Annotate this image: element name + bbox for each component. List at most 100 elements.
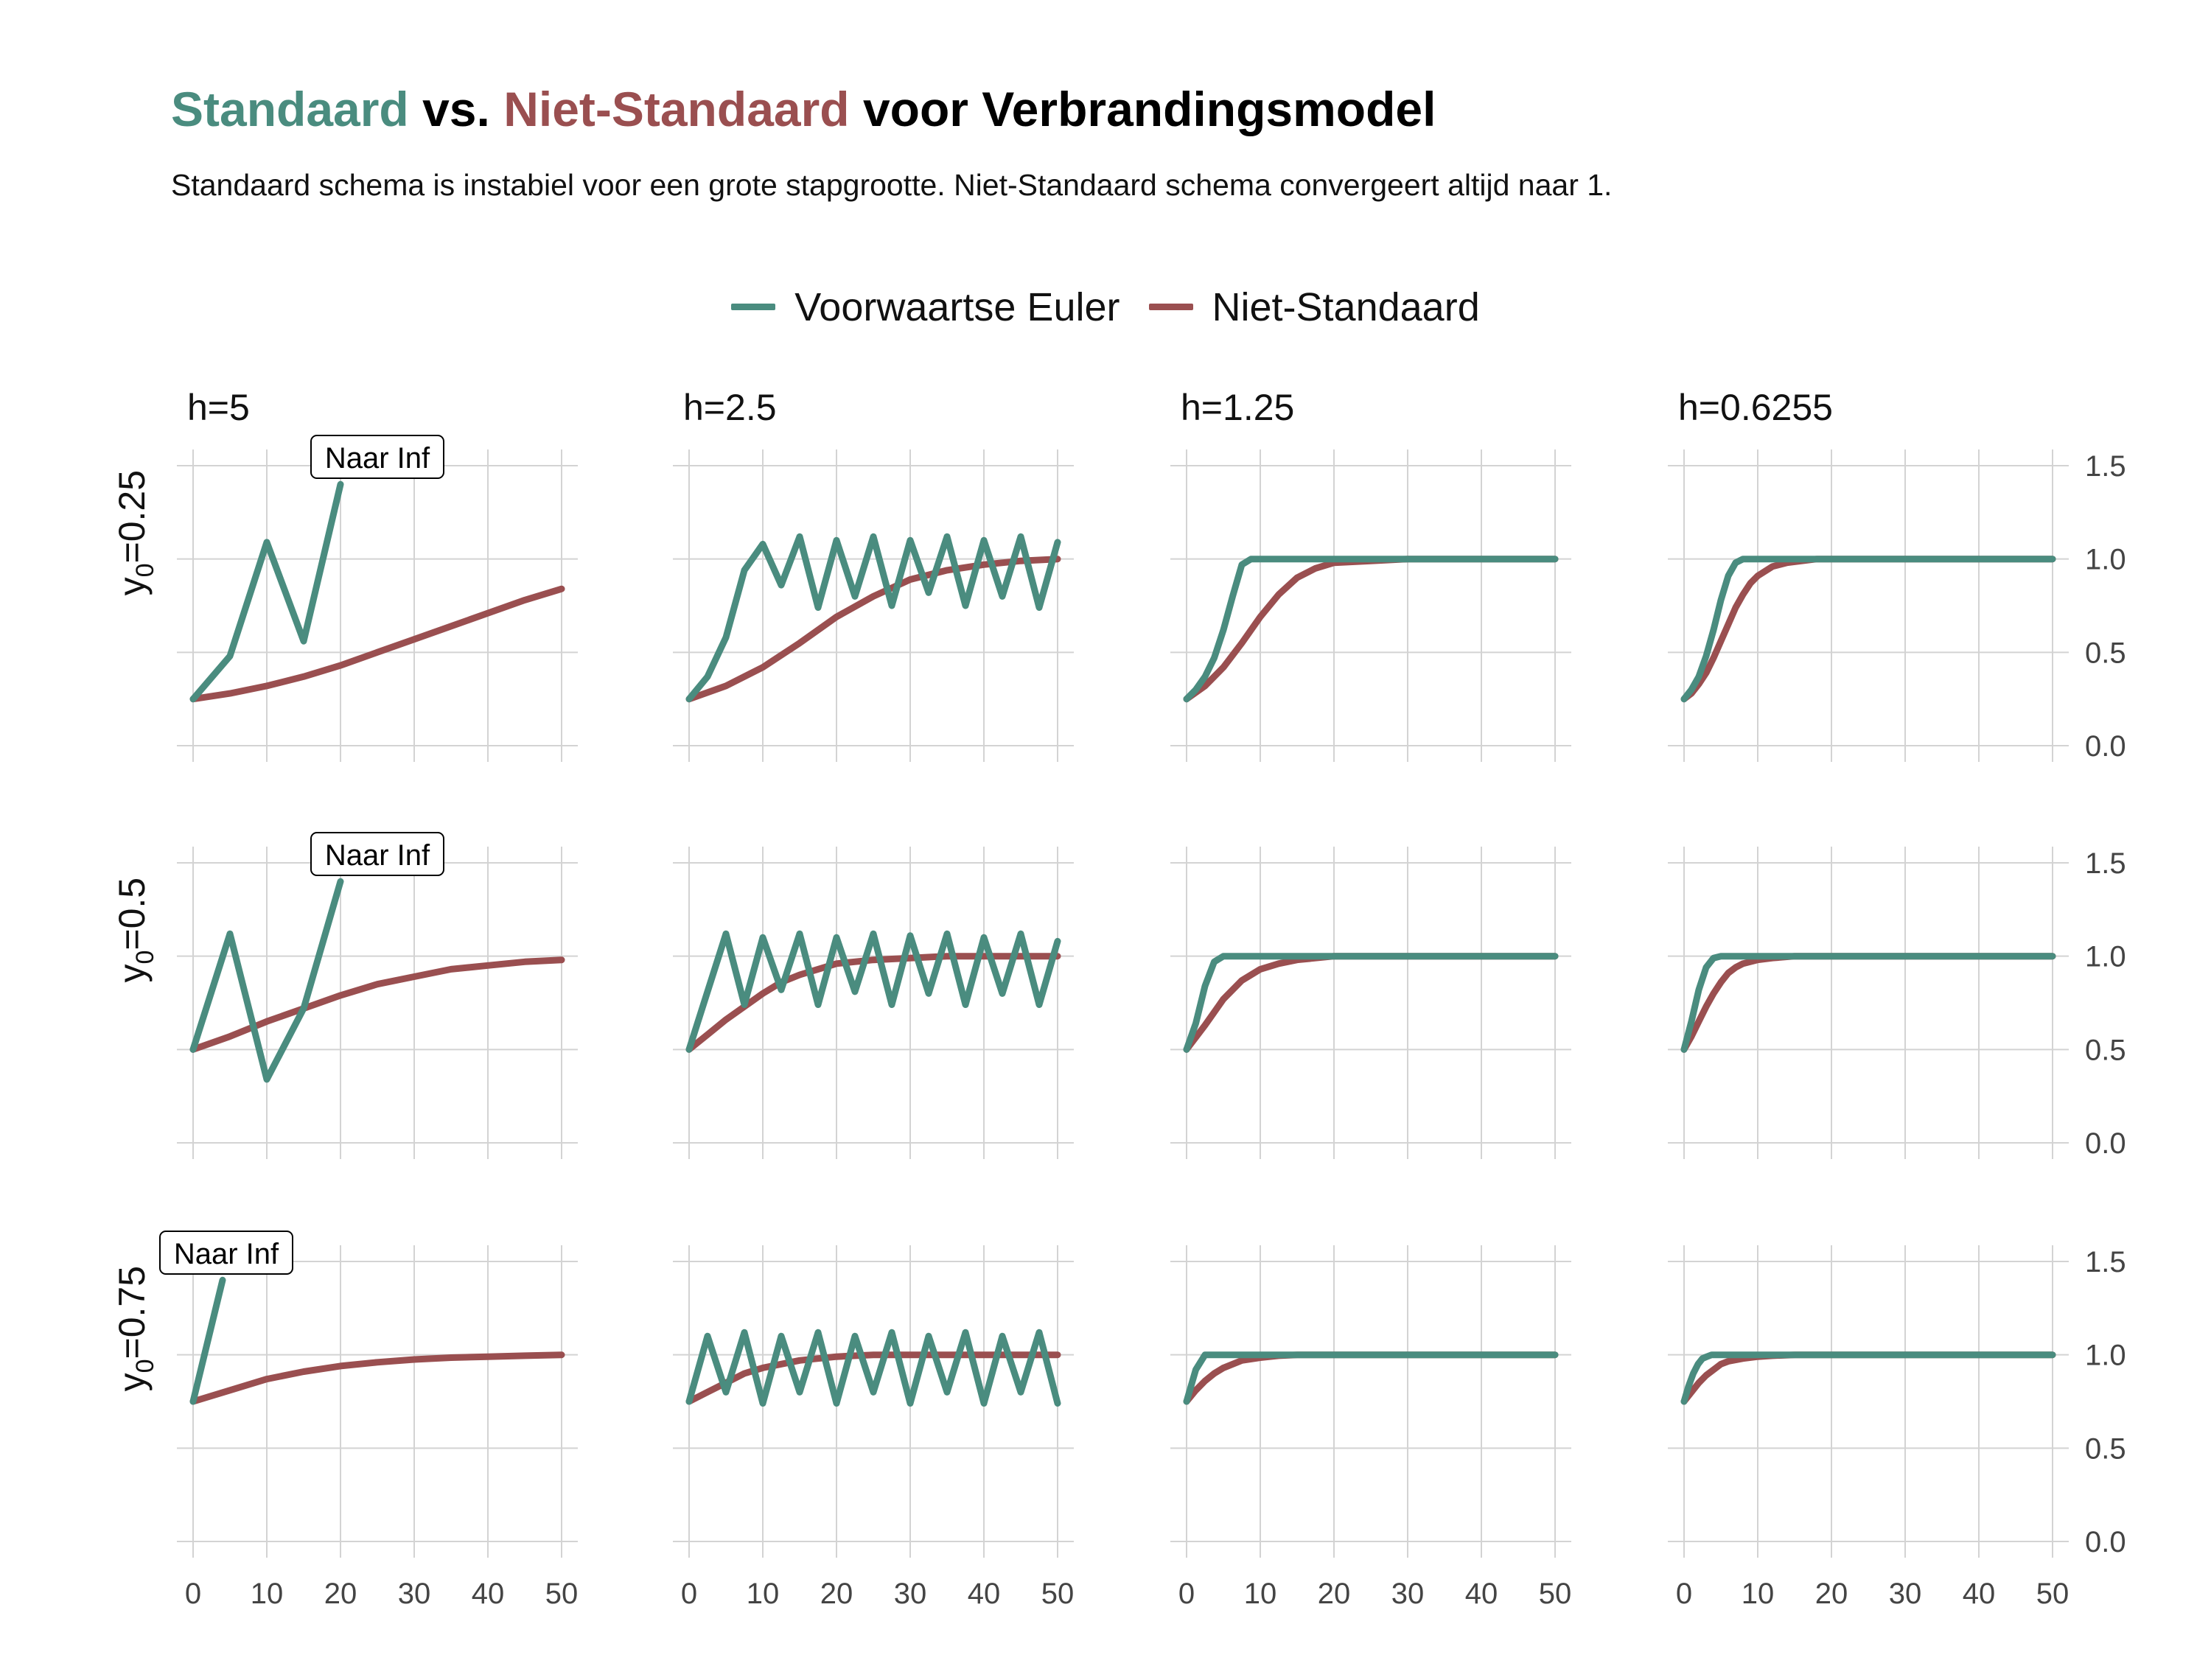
title-standaard: Standaard: [171, 82, 409, 136]
annotation-label: Naar Inf: [174, 1238, 279, 1270]
y-tick-label: 1.0: [2085, 1340, 2126, 1372]
legend-swatch-euler: [731, 304, 776, 310]
series-line-voorwaartse-euler: [685, 533, 1061, 703]
series-line-niet-standaard: [685, 953, 1061, 1053]
legend-label-niet-standaard: Niet-Standaard: [1212, 284, 1480, 329]
panel-2-2: 0 10 20 30 40 50: [1170, 1245, 1571, 1610]
x-tick-label: 50: [1539, 1578, 1572, 1610]
annotation-box: [310, 832, 444, 876]
row-label-subscript: 0: [131, 1359, 159, 1373]
facet-column-label: h=1.25: [1181, 387, 1294, 428]
y-tick-label: 1.5: [2085, 1246, 2126, 1278]
x-tick-label: 0: [185, 1578, 201, 1610]
y-tick-label: 1.0: [2085, 544, 2126, 576]
panel-0-0: Naar Inf: [177, 435, 578, 762]
facet-column-label: h=5: [187, 387, 250, 428]
chart-title: Standaard vs. Niet-Standaard voor Verbra…: [171, 81, 1436, 137]
series-line-voorwaartse-euler: [189, 1276, 226, 1405]
x-tick-label: 0: [1676, 1578, 1692, 1610]
series-line-voorwaartse-euler: [1183, 953, 1559, 1053]
row-label-subscript: 0: [131, 563, 159, 577]
facet-row-label: y0=0.25: [111, 470, 159, 595]
title-vs: vs.: [408, 82, 504, 136]
facet-column-label: h=0.6255: [1678, 387, 1833, 428]
x-tick-label: 50: [545, 1578, 579, 1610]
annotation-label: Naar Inf: [325, 839, 430, 872]
row-label-var: y: [111, 1373, 153, 1391]
series-line-voorwaartse-euler: [685, 930, 1061, 1053]
series-line-niet-standaard: [1183, 1351, 1559, 1405]
y-tick-label: 1.0: [2085, 941, 2126, 973]
series-line-voorwaartse-euler: [1183, 1351, 1559, 1405]
annotation-box: [159, 1231, 293, 1275]
series-line-niet-standaard: [189, 1351, 565, 1405]
facet-row-label: y0=0.5: [111, 878, 159, 983]
series-line-niet-standaard: [1680, 556, 2056, 703]
series-line-voorwaartse-euler: [189, 878, 344, 1083]
x-tick-label: 40: [968, 1578, 1001, 1610]
y-tick-label: 0.0: [2085, 1127, 2126, 1160]
x-tick-label: 40: [1963, 1578, 1996, 1610]
row-label-value: =0.5: [111, 878, 153, 951]
panel-0-3: 0.0 0.5 1.0 1.5: [1668, 449, 2126, 763]
panel-1-0: Naar Inf: [177, 832, 578, 1159]
chart-subtitle: Standaard schema is instabiel voor een g…: [171, 168, 1613, 202]
x-tick-label: 40: [1465, 1578, 1498, 1610]
x-tick-label: 20: [324, 1578, 357, 1610]
row-label-value: =0.75: [111, 1266, 153, 1359]
series-line-niet-standaard: [1183, 556, 1559, 703]
title-rest: voor Verbrandingsmodel: [849, 82, 1436, 136]
x-tick-label: 10: [251, 1578, 284, 1610]
y-tick-label: 0.5: [2085, 637, 2126, 669]
panel-0-2: [1170, 449, 1571, 762]
legend-item-niet-standaard: Niet-Standaard: [1148, 284, 1480, 330]
legend: Voorwaartse Euler Niet-Standaard: [0, 274, 2211, 330]
row-label-var: y: [111, 577, 153, 595]
x-tick-label: 0: [1178, 1578, 1195, 1610]
panel-1-1: [673, 847, 1074, 1159]
series-line-niet-standaard: [189, 585, 565, 703]
y-tick-label: 1.5: [2085, 450, 2126, 483]
series-line-voorwaartse-euler: [189, 480, 344, 703]
series-line-voorwaartse-euler: [685, 1329, 1061, 1407]
legend-swatch-niet-standaard: [1148, 304, 1193, 310]
panel-2-0: Naar Inf 0 10 20 30 40 50: [159, 1231, 579, 1610]
x-tick-label: 0: [681, 1578, 697, 1610]
panel-1-3: 0.0 0.5 1.0 1.5: [1668, 847, 2126, 1160]
row-label-var: y: [111, 965, 153, 983]
series-line-niet-standaard: [1680, 1351, 2056, 1405]
x-tick-label: 50: [2036, 1578, 2069, 1610]
series-line-voorwaartse-euler: [1680, 556, 2056, 703]
x-tick-label: 30: [894, 1578, 927, 1610]
x-tick-label: 20: [1318, 1578, 1351, 1610]
series-line-niet-standaard: [685, 556, 1061, 703]
title-niet-standaard: Niet-Standaard: [503, 82, 850, 136]
x-tick-label: 30: [1889, 1578, 1922, 1610]
series-line-voorwaartse-euler: [1680, 1351, 2056, 1405]
panel-2-1: 0 10 20 30 40 50: [673, 1245, 1074, 1610]
panel-0-1: [673, 449, 1074, 762]
annotation-label: Naar Inf: [325, 442, 430, 475]
x-tick-label: 20: [1815, 1578, 1848, 1610]
x-tick-label: 10: [747, 1578, 780, 1610]
panel-2-3: 0 10 20 30 40 50 0.0 0.5 1.0 1.5: [1668, 1245, 2126, 1610]
legend-item-euler: Voorwaartse Euler: [731, 284, 1120, 330]
facet-row-label: y0=0.75: [111, 1266, 159, 1391]
x-tick-label: 10: [1742, 1578, 1775, 1610]
y-tick-label: 0.0: [2085, 730, 2126, 763]
series-line-voorwaartse-euler: [1680, 953, 2056, 1053]
series-line-voorwaartse-euler: [1183, 556, 1559, 703]
y-tick-label: 0.0: [2085, 1526, 2126, 1558]
row-label-value: =0.25: [111, 470, 153, 564]
row-label-subscript: 0: [131, 951, 159, 965]
x-tick-label: 30: [398, 1578, 431, 1610]
legend-label-euler: Voorwaartse Euler: [794, 284, 1120, 329]
x-tick-label: 40: [472, 1578, 505, 1610]
series-line-niet-standaard: [1183, 953, 1559, 1053]
panel-1-2: [1170, 847, 1571, 1159]
annotation-box: [310, 435, 444, 479]
y-tick-label: 0.5: [2085, 1432, 2126, 1465]
series-line-niet-standaard: [1680, 953, 2056, 1053]
x-tick-label: 50: [1041, 1578, 1075, 1610]
facet-column-label: h=2.5: [683, 387, 777, 428]
